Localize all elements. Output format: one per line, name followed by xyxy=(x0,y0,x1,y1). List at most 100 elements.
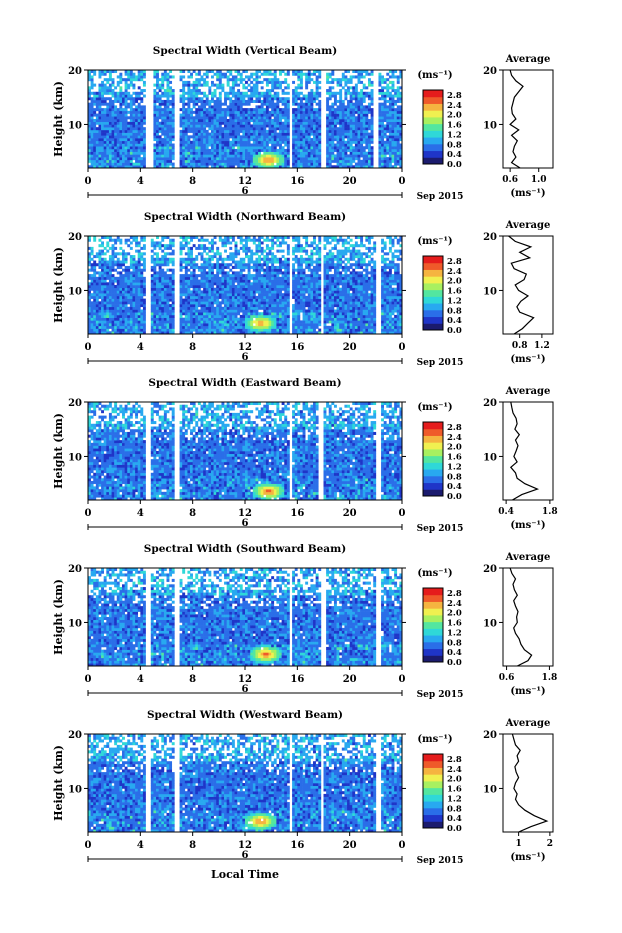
panel-title: Spectral Width (Eastward Beam) xyxy=(148,377,341,389)
colorbar-tick-label: 0.0 xyxy=(447,658,462,668)
colorbar-tick-label: 2.0 xyxy=(447,609,462,619)
avg-x-axis-label: (ms⁻¹) xyxy=(510,686,545,697)
colorbar-segment xyxy=(423,303,443,310)
colorbar-segment xyxy=(423,794,443,801)
avg-x-axis-label: (ms⁻¹) xyxy=(510,354,545,365)
x-tick-label: 0 xyxy=(85,840,92,851)
colorbar-tick-label: 2.8 xyxy=(447,755,462,765)
colorbar-segment xyxy=(423,323,443,330)
colorbar-segment xyxy=(423,103,443,110)
avg-y-tick-label: 10 xyxy=(483,286,497,297)
x-tick-label: 8 xyxy=(189,508,196,519)
average-title: Average xyxy=(505,386,551,397)
colorbar-segment xyxy=(423,469,443,476)
panel-title: Spectral Width (Westward Beam) xyxy=(147,709,343,721)
colorbar-tick-label: 0.0 xyxy=(447,824,462,834)
colorbar-segment xyxy=(423,97,443,104)
colorbar-segment xyxy=(423,442,443,449)
y-tick-label: 10 xyxy=(68,120,82,131)
colorbar-tick-label: 0.0 xyxy=(447,492,462,502)
colorbar-unit: (ms⁻¹) xyxy=(417,70,452,81)
x-tick-label: 16 xyxy=(290,508,304,519)
colorbar-tick-label: 2.4 xyxy=(447,765,462,775)
heatmap-cells xyxy=(88,734,402,832)
colorbar-tick-label: 2.8 xyxy=(447,257,462,267)
panel-title: Spectral Width (Northward Beam) xyxy=(144,211,346,223)
colorbar-segment xyxy=(423,130,443,137)
y-axis-label: Height (km) xyxy=(52,247,65,323)
avg-x-axis-label: (ms⁻¹) xyxy=(510,188,545,199)
panel-title: Spectral Width (Vertical Beam) xyxy=(153,45,337,57)
avg-x-tick-label: 0.8 xyxy=(512,341,528,351)
average-title: Average xyxy=(505,718,551,729)
x-tick-label: 20 xyxy=(343,840,357,851)
colorbar-tick-label: 0.4 xyxy=(447,482,462,492)
x-tick-label: 4 xyxy=(137,176,144,187)
colorbar-segment xyxy=(423,622,443,629)
x-tick-label: 4 xyxy=(137,674,144,685)
colorbar-tick-label: 1.6 xyxy=(447,287,462,297)
x-tick-label: 0 xyxy=(399,342,406,353)
colorbar-segment xyxy=(423,649,443,656)
colorbar-tick-label: 2.0 xyxy=(447,277,462,287)
colorbar-segment xyxy=(423,110,443,117)
colorbar-tick-label: 0.8 xyxy=(447,140,462,150)
colorbar-tick-label: 2.8 xyxy=(447,589,462,599)
avg-x-tick-label: 1.8 xyxy=(542,507,558,517)
colorbar-tick-label: 1.2 xyxy=(447,130,462,140)
x-tick-label: 8 xyxy=(189,840,196,851)
colorbar-tick-label: 1.2 xyxy=(447,296,462,306)
colorbar-tick-label: 0.0 xyxy=(447,160,462,170)
colorbar-tick-label: 2.4 xyxy=(447,433,462,443)
colorbar-segment xyxy=(423,296,443,303)
average-frame xyxy=(503,568,553,666)
colorbar-tick-label: 1.6 xyxy=(447,121,462,131)
day-label: 6 xyxy=(242,518,249,529)
avg-y-tick-label: 20 xyxy=(483,730,497,741)
colorbar-segment xyxy=(423,449,443,456)
colorbar-segment xyxy=(423,435,443,442)
colorbar-segment xyxy=(423,608,443,615)
colorbar-segment xyxy=(423,137,443,144)
avg-y-tick-label: 20 xyxy=(483,232,497,243)
colorbar-tick-label: 0.4 xyxy=(447,150,462,160)
x-tick-label: 0 xyxy=(399,674,406,685)
colorbar-segment xyxy=(423,276,443,283)
colorbar-tick-label: 2.4 xyxy=(447,267,462,277)
colorbar-segment xyxy=(423,801,443,808)
x-tick-label: 4 xyxy=(137,840,144,851)
y-tick-label: 10 xyxy=(68,618,82,629)
colorbar-tick-label: 1.6 xyxy=(447,619,462,629)
x-axis-label: Local Time xyxy=(211,868,279,881)
colorbar-tick-label: 0.8 xyxy=(447,472,462,482)
colorbar-tick-label: 1.2 xyxy=(447,462,462,472)
colorbar-tick-label: 2.0 xyxy=(447,775,462,785)
colorbar-unit: (ms⁻¹) xyxy=(417,568,452,579)
average-frame xyxy=(503,236,553,334)
colorbar-tick-label: 1.2 xyxy=(447,628,462,638)
x-tick-label: 16 xyxy=(290,342,304,353)
colorbar-segment xyxy=(423,422,443,429)
y-axis-label: Height (km) xyxy=(52,745,65,821)
avg-y-tick-label: 10 xyxy=(483,618,497,629)
date-label: Sep 2015 xyxy=(417,690,464,700)
y-tick-label: 10 xyxy=(68,452,82,463)
colorbar-segment xyxy=(423,290,443,297)
x-tick-label: 4 xyxy=(137,508,144,519)
x-tick-label: 20 xyxy=(343,342,357,353)
y-tick-label: 20 xyxy=(68,66,82,77)
colorbar-segment xyxy=(423,151,443,158)
date-label: Sep 2015 xyxy=(417,856,464,866)
colorbar-segment xyxy=(423,781,443,788)
y-axis-label: Height (km) xyxy=(52,413,65,489)
colorbar-segment xyxy=(423,124,443,131)
avg-y-tick-label: 20 xyxy=(483,398,497,409)
y-tick-label: 10 xyxy=(68,784,82,795)
x-tick-label: 20 xyxy=(343,176,357,187)
colorbar-tick-label: 0.4 xyxy=(447,316,462,326)
colorbar-tick-label: 2.0 xyxy=(447,443,462,453)
heatmap-cells xyxy=(88,236,402,334)
day-label: 6 xyxy=(242,352,249,363)
x-tick-label: 0 xyxy=(85,342,92,353)
colorbar-tick-label: 0.4 xyxy=(447,814,462,824)
